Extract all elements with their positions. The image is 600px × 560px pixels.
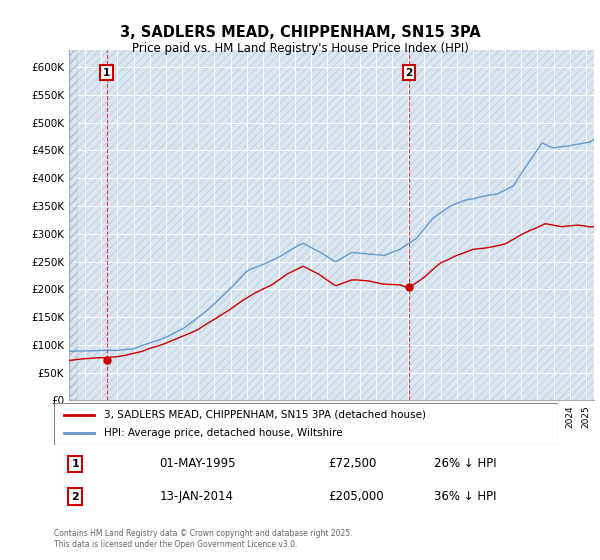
Text: 3, SADLERS MEAD, CHIPPENHAM, SN15 3PA (detached house): 3, SADLERS MEAD, CHIPPENHAM, SN15 3PA (d… xyxy=(104,410,427,420)
FancyBboxPatch shape xyxy=(54,403,558,445)
Text: 2: 2 xyxy=(405,68,413,78)
Text: 3, SADLERS MEAD, CHIPPENHAM, SN15 3PA: 3, SADLERS MEAD, CHIPPENHAM, SN15 3PA xyxy=(119,25,481,40)
Text: Price paid vs. HM Land Registry's House Price Index (HPI): Price paid vs. HM Land Registry's House … xyxy=(131,42,469,55)
Text: £72,500: £72,500 xyxy=(329,457,377,470)
Text: 26% ↓ HPI: 26% ↓ HPI xyxy=(434,457,497,470)
Text: 36% ↓ HPI: 36% ↓ HPI xyxy=(434,490,497,503)
Text: 1: 1 xyxy=(71,459,79,469)
Text: 01-MAY-1995: 01-MAY-1995 xyxy=(160,457,236,470)
Text: 1: 1 xyxy=(103,68,110,78)
Text: Contains HM Land Registry data © Crown copyright and database right 2025.
This d: Contains HM Land Registry data © Crown c… xyxy=(54,529,353,549)
Text: HPI: Average price, detached house, Wiltshire: HPI: Average price, detached house, Wilt… xyxy=(104,428,343,438)
Text: £205,000: £205,000 xyxy=(329,490,384,503)
Text: 13-JAN-2014: 13-JAN-2014 xyxy=(160,490,233,503)
Text: 2: 2 xyxy=(71,492,79,502)
